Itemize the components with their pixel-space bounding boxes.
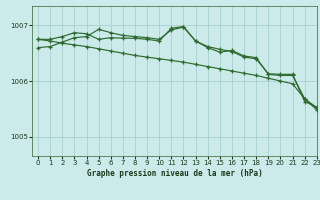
X-axis label: Graphe pression niveau de la mer (hPa): Graphe pression niveau de la mer (hPa) — [86, 169, 262, 178]
